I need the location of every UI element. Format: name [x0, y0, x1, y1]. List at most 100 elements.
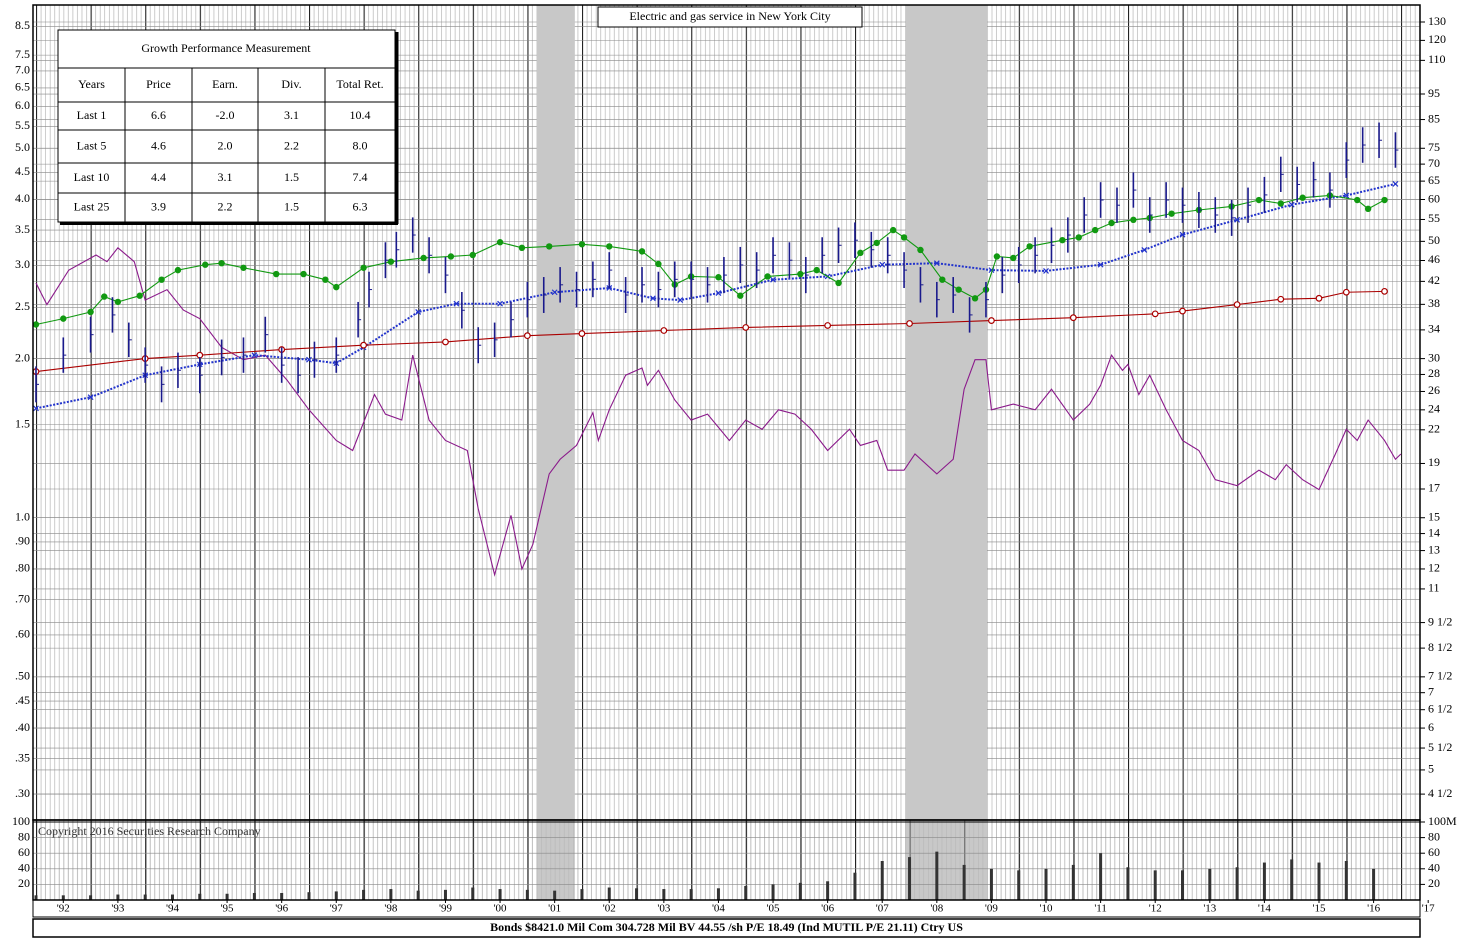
- y2-tick-label: 11: [1428, 581, 1440, 595]
- y2-tick-label: 7: [1428, 684, 1434, 698]
- table-cell: 3.1: [284, 108, 299, 122]
- dividend-circle: [1179, 307, 1186, 315]
- x-tick-label: '17: [1422, 903, 1435, 915]
- y2-tick-label: 4 1/2: [1428, 786, 1452, 800]
- series-line: [35, 247, 1402, 577]
- y2-tick-label: 5: [1428, 762, 1434, 776]
- dividend-circle: [824, 322, 832, 329]
- dividend-circle: [1069, 314, 1077, 322]
- x-tick-label: '93: [111, 903, 124, 915]
- y-tick-label: 2.5: [15, 299, 30, 313]
- earnings-dot: [136, 292, 143, 299]
- x-tick-label: '01: [548, 903, 561, 915]
- y2-tick-label: 8 1/2: [1428, 640, 1452, 654]
- x-tick-label: '95: [221, 903, 234, 915]
- y-tick-label: 6.0: [15, 98, 30, 112]
- y2-tick-label: 9 1/2: [1428, 614, 1452, 628]
- y2-tick-label: 7 1/2: [1428, 669, 1452, 683]
- volume-bar: [1099, 853, 1103, 900]
- table-cell: Last 25: [74, 199, 110, 213]
- y2-tick-label: 14: [1428, 525, 1440, 539]
- average-cross: [1343, 192, 1350, 199]
- table-cell: 2.2: [284, 138, 299, 152]
- x-tick-label: '02: [603, 903, 616, 915]
- y2-tick-label: 28: [1428, 366, 1440, 380]
- y2-tick-label: 46: [1428, 252, 1440, 266]
- y2-tick-label: 120: [1428, 32, 1446, 46]
- x-tick-label: '96: [275, 903, 288, 915]
- x-tick-label: '11: [1094, 903, 1107, 915]
- x-tick-label: '99: [439, 903, 452, 915]
- average-cross: [453, 300, 460, 307]
- x-tick-label: '05: [767, 903, 780, 915]
- earnings-dot: [715, 274, 722, 281]
- volume-bar: [1262, 862, 1266, 900]
- x-tick-label: '04: [712, 903, 725, 915]
- table-header: Total Ret.: [336, 77, 383, 91]
- volume-bar: [143, 894, 147, 900]
- earnings-dot: [1059, 236, 1066, 244]
- dividend-circle: [1381, 287, 1388, 295]
- y2-tick-label: 110: [1428, 52, 1446, 66]
- earnings-dot: [1010, 254, 1017, 262]
- earnings-dot: [1255, 196, 1263, 204]
- volume-bar: [853, 872, 857, 900]
- volume-bar: [1317, 862, 1321, 900]
- earnings-dot: [1130, 216, 1137, 224]
- y2-tick-label: 50: [1428, 233, 1440, 247]
- volume-bar: [471, 887, 475, 900]
- volume-bar: [580, 889, 584, 900]
- table-cell: 10.4: [350, 108, 371, 122]
- y-tick-label: .35: [15, 750, 30, 764]
- table-cell: 6.6: [151, 108, 166, 122]
- volume-bar: [771, 884, 775, 900]
- table-header: Years: [78, 77, 105, 91]
- volume-bar: [1290, 859, 1294, 900]
- volume-bar: [962, 864, 966, 900]
- x-tick-label: '16: [1367, 903, 1380, 915]
- volume-bar: [1181, 870, 1185, 900]
- volume-bar: [1344, 861, 1348, 900]
- earnings-dot: [158, 276, 165, 283]
- y2-tick-label: 19: [1428, 455, 1440, 469]
- table-cell: Last 5: [77, 138, 107, 152]
- y2-tick-label: 12: [1428, 561, 1440, 575]
- volume-bar: [744, 885, 748, 900]
- y-tick-label: 4.0: [15, 191, 30, 205]
- earnings-dot: [202, 261, 209, 268]
- y2-tick-label: 85: [1428, 111, 1440, 125]
- earnings-dot: [737, 292, 744, 299]
- volume-bar: [1017, 870, 1021, 900]
- earnings-dot: [60, 315, 67, 322]
- earnings-dot: [813, 266, 820, 274]
- earnings-dot: [835, 279, 842, 287]
- table-cell: Last 10: [74, 170, 110, 184]
- average-cross: [1392, 180, 1399, 187]
- average-cross: [1141, 247, 1148, 253]
- y-tick-label: .80: [15, 561, 30, 575]
- y-tick-label: .60: [15, 627, 30, 641]
- title-box: [597, 6, 863, 28]
- earnings-dot: [1364, 205, 1372, 213]
- volume-bar: [880, 861, 884, 900]
- earnings-dot: [300, 270, 307, 278]
- average-cross: [770, 276, 776, 283]
- dividend-circle: [578, 330, 586, 337]
- volume-bar: [116, 894, 120, 900]
- earnings-dot: [955, 286, 962, 293]
- y2-tick-label: 17: [1428, 481, 1440, 495]
- y2-tick-label: 55: [1428, 211, 1440, 225]
- earnings-dot: [1277, 200, 1284, 207]
- volume-bar: [34, 895, 38, 900]
- volume-bar: [553, 890, 557, 900]
- volume-bar: [225, 893, 229, 900]
- volume-bar: [1372, 868, 1376, 900]
- earnings-dot: [174, 266, 182, 274]
- y-tick-label: 4.5: [15, 164, 30, 178]
- y-tick-label: .70: [15, 591, 30, 605]
- earnings-dot: [420, 254, 427, 262]
- y-tick-label: 40: [18, 861, 30, 875]
- y2-tick-label: 6 1/2: [1428, 701, 1452, 715]
- average-cross: [415, 309, 422, 315]
- y-tick-label: 7.5: [15, 47, 30, 61]
